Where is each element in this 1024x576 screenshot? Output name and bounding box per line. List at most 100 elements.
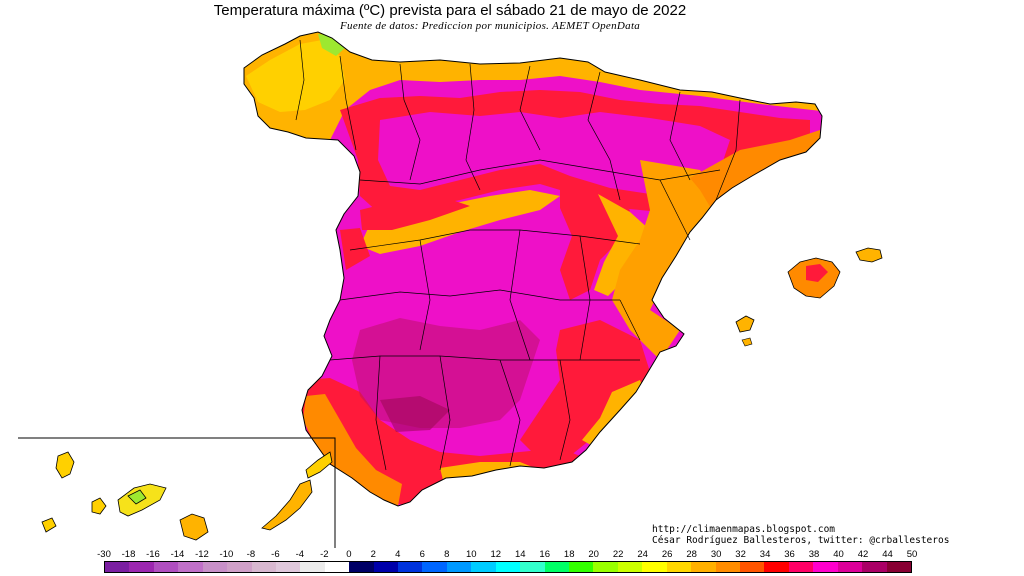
- legend-swatch: [422, 562, 447, 572]
- legend-tick-label: 38: [808, 549, 820, 560]
- legend-swatch: [544, 562, 570, 572]
- legend-swatch: [569, 562, 594, 572]
- legend-tick-label: -16: [146, 549, 160, 560]
- legend-tick-label: 2: [370, 549, 376, 560]
- la-gomera-island: [91, 497, 107, 515]
- legend-tick-label: 44: [882, 549, 893, 560]
- legend-tick-label: 32: [735, 549, 746, 560]
- legend-tick-label: 40: [833, 549, 844, 560]
- canarias-inset-frame: [18, 437, 336, 548]
- credits-website: http://climaenmapas.blogspot.com: [652, 524, 836, 535]
- legend-swatch: [275, 562, 301, 572]
- galicia-coolest-zone: [318, 34, 345, 56]
- fuerteventura-island: [261, 479, 313, 531]
- legend-tick-label: 18: [563, 549, 575, 560]
- canarias-region: [41, 451, 333, 541]
- lanzarote-island: [305, 451, 333, 479]
- legend-tick-label: 50: [906, 549, 918, 560]
- southeast-hot-zone: [520, 320, 650, 460]
- legend-swatch: [666, 562, 692, 572]
- legend-tick-label: 30: [710, 549, 722, 560]
- legend-swatch: [520, 562, 545, 572]
- legend-swatch: [349, 562, 374, 572]
- legend-swatch: [593, 562, 618, 572]
- legend-tick-label: 34: [759, 549, 771, 560]
- legend-swatch: [837, 562, 863, 572]
- legend-tick-label: 26: [661, 549, 673, 560]
- legend-swatch: [691, 562, 716, 572]
- legend-swatch: [105, 562, 130, 572]
- legend-tick-label: 24: [637, 549, 648, 560]
- legend-tick-label: 28: [686, 549, 697, 560]
- legend-tick-label: 36: [784, 549, 795, 560]
- temperature-map: [18, 31, 883, 548]
- legend-swatch: [862, 562, 887, 572]
- la-palma-island: [55, 451, 75, 479]
- levante-mild-zone: [612, 160, 720, 360]
- legend-swatch: [788, 562, 814, 572]
- formentera-island: [741, 337, 753, 347]
- mallorca-hot-zone: [806, 264, 828, 282]
- legend-tick-label: -18: [121, 549, 136, 560]
- legend-swatch: [398, 562, 423, 572]
- legend-tick-label: 16: [539, 549, 551, 560]
- gran-canaria-island: [179, 513, 209, 541]
- galicia-cool-zone: [246, 40, 345, 112]
- legend-swatch: [471, 562, 496, 572]
- teide-cool-zone: [127, 489, 147, 505]
- el-hierro-island: [41, 517, 57, 533]
- legend-swatch: [642, 562, 667, 572]
- legend-tick-label: -2: [320, 549, 329, 560]
- legend-swatch: [739, 562, 765, 572]
- legend-tick-label: 4: [395, 549, 401, 560]
- legend-tick-label: 42: [857, 549, 869, 560]
- legend-tick-label: -14: [170, 549, 185, 560]
- legend-tick-label: 8: [444, 549, 450, 560]
- legend-tick-label: 0: [346, 549, 352, 560]
- province-borders: [295, 39, 741, 471]
- legend-tick-label: -8: [246, 549, 256, 560]
- iberico-mild-zone: [594, 194, 650, 296]
- legend-swatch: [153, 562, 179, 572]
- sistema-central-zone: [360, 190, 560, 254]
- legend-swatch: [202, 562, 228, 572]
- legend-tick-label: -30: [97, 549, 111, 560]
- legend-tick-label: -10: [219, 549, 234, 560]
- legend-tick-label: -4: [295, 549, 305, 560]
- temperature-legend: -30 -18 -16 -14 -12 -10 -8 -6 -4 -2 0 2 4 6 8 10 12 14 16 1…: [97, 549, 917, 575]
- legend-color-bar: [104, 561, 912, 573]
- sistema-central-red-zone: [360, 196, 470, 230]
- legend-swatch: [764, 562, 789, 572]
- legend-swatch: [495, 562, 521, 572]
- sevilla-hottest-core: [380, 396, 450, 432]
- credits-block: http://climaenmapas.blogspot.com César R…: [652, 524, 949, 546]
- peninsula-outline: [243, 31, 823, 507]
- legend-tick-label: 20: [588, 549, 599, 560]
- legend-swatch: [227, 562, 252, 572]
- legend-swatch: [300, 562, 325, 572]
- legend-swatch: [373, 562, 399, 572]
- legend-swatch: [129, 562, 154, 572]
- map-subtitle: Fuente de datos: Prediccion por municipi…: [340, 20, 641, 32]
- legend-tick-label: 14: [514, 549, 526, 560]
- credits-author: César Rodríguez Ballesteros, twitter: @c…: [652, 535, 950, 546]
- cataluna-warm-zone: [690, 130, 820, 210]
- legend-swatch: [324, 562, 350, 572]
- menorca-island: [855, 247, 883, 263]
- legend-swatch: [178, 562, 203, 572]
- legend-swatch: [886, 562, 911, 572]
- legend-tick-label: 22: [612, 549, 624, 560]
- legend-tick-label: 12: [490, 549, 502, 560]
- legend-tick-label: 6: [419, 549, 425, 560]
- ibiza-island: [735, 315, 755, 333]
- legend-swatch: [617, 562, 643, 572]
- legend-tick-label: -12: [195, 549, 209, 560]
- legend-swatch: [446, 562, 472, 572]
- legend-swatch: [715, 562, 740, 572]
- huelva-cadiz-warm-zone: [303, 394, 402, 506]
- legend-swatch: [251, 562, 276, 572]
- legend-tick-label: 10: [465, 549, 477, 560]
- legend-swatch: [813, 562, 838, 572]
- peninsula-region: [244, 32, 822, 506]
- baleares-region: [735, 247, 883, 347]
